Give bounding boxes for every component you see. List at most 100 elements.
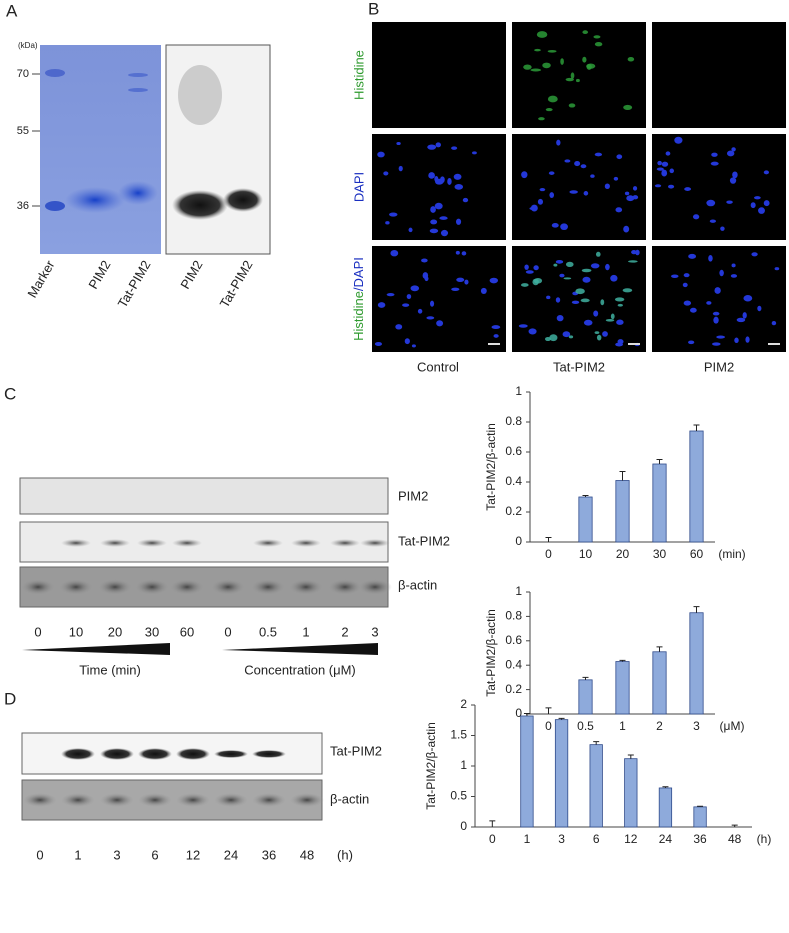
nucleus (751, 252, 758, 257)
nucleus (389, 212, 398, 217)
nucleus (569, 190, 578, 194)
nucleus (732, 171, 738, 179)
x-tick-label: 0 (545, 719, 552, 733)
nucleus (712, 311, 720, 316)
micrograph (512, 246, 646, 352)
band (23, 793, 57, 807)
bar (615, 661, 630, 715)
x-tick-label: 12 (624, 832, 638, 846)
y-tick-label: 1 (515, 384, 522, 398)
band (170, 579, 204, 595)
stain (547, 95, 558, 103)
nucleus (493, 334, 499, 338)
error-bar (489, 820, 496, 827)
x-unit-label: (h) (757, 832, 772, 846)
x-tick-label: 36 (693, 832, 707, 846)
x-tick-label: 1 (619, 719, 626, 733)
panel-label: C (4, 384, 16, 403)
lane-label: 0 (224, 624, 231, 639)
nucleus (720, 226, 725, 231)
nucleus (453, 173, 462, 180)
error-bar (619, 471, 626, 481)
stain (582, 56, 587, 63)
nucleus (440, 229, 449, 237)
nucleus (763, 170, 769, 175)
y-tick-label: 0.6 (505, 444, 522, 458)
stain (568, 335, 574, 339)
bar (520, 715, 534, 828)
stain (530, 68, 542, 72)
nucleus (546, 295, 551, 300)
bar (689, 430, 704, 543)
nucleus (385, 221, 390, 225)
nucleus (754, 196, 761, 200)
stain (521, 283, 529, 287)
nucleus (654, 184, 662, 188)
nucleus (656, 167, 664, 171)
nucleus (390, 249, 399, 257)
blot-label: β-actin (330, 791, 369, 806)
nucleus (574, 161, 581, 167)
y-axis-label: Tat-PIM2/β-actin (484, 609, 498, 697)
blot-image (19, 477, 389, 515)
x-tick-label: 0 (545, 547, 552, 561)
lane-label: 0.5 (259, 624, 277, 639)
y-tick-label: 0.4 (505, 474, 522, 488)
nucleus (430, 300, 435, 307)
nucleus (684, 187, 692, 191)
nucleus (551, 223, 559, 228)
micrograph (512, 22, 646, 128)
nucleus (661, 169, 668, 177)
nucleus (716, 335, 726, 339)
nucleus (377, 151, 385, 158)
nucleus (374, 341, 383, 346)
band (290, 793, 324, 807)
stain (563, 277, 572, 280)
nucleus (604, 183, 610, 190)
band (251, 579, 285, 595)
band (253, 539, 283, 547)
nucleus (555, 297, 561, 303)
nucleus (417, 308, 423, 314)
stain (570, 72, 575, 79)
y-tick-label: 0.5 (450, 789, 467, 803)
panel-label: A (6, 1, 18, 20)
nucleus (455, 218, 462, 225)
x-tick-label: 3 (693, 719, 700, 733)
nucleus (456, 277, 465, 282)
band (176, 793, 210, 807)
y-tick-label: 1.5 (450, 728, 467, 742)
column-label: Control (417, 359, 459, 374)
nucleus (406, 294, 412, 300)
marker-band (45, 201, 65, 211)
band (138, 748, 172, 760)
nucleus (617, 339, 624, 345)
nucleus (774, 267, 780, 271)
stain (593, 35, 601, 39)
y-tick-label: 1 (460, 758, 467, 772)
x-tick-label: 24 (659, 832, 673, 846)
y-tick-label: 2 (460, 697, 467, 711)
stain (614, 297, 625, 302)
row-label-part: Histidine (351, 291, 366, 341)
lane-label: PIM2 (85, 258, 113, 292)
nucleus (404, 338, 410, 345)
x-unit-label: (μM) (720, 719, 745, 733)
bar (554, 719, 569, 828)
nucleus (491, 325, 501, 330)
error-bar (593, 741, 600, 745)
nucleus (518, 324, 528, 328)
band (176, 748, 210, 760)
stain (600, 299, 605, 306)
stain (538, 117, 545, 121)
nucleus (564, 159, 571, 163)
nucleus (447, 177, 452, 185)
nucleus (386, 292, 395, 297)
micrograph (652, 22, 786, 128)
nucleus (719, 269, 724, 277)
nucleus (583, 191, 589, 196)
bar (693, 806, 707, 828)
nucleus (398, 165, 403, 172)
nucleus (435, 142, 441, 148)
bar (624, 758, 638, 828)
